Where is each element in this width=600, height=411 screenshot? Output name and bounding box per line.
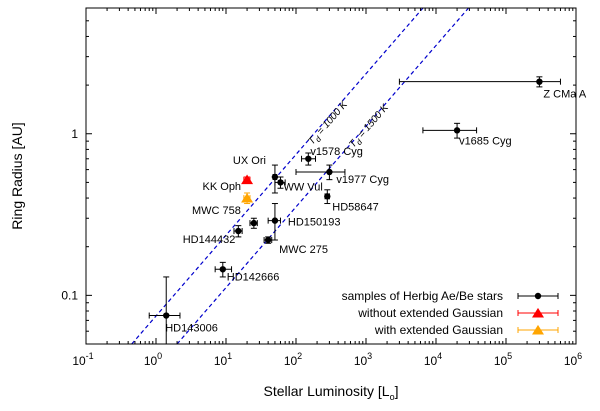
y-axis-label: Ring Radius [AU] <box>9 122 25 229</box>
point-label: v1685 Cyg <box>459 135 512 147</box>
x-tick-label: 10-1 <box>72 351 93 368</box>
x-axis-label: Stellar Luminosity [Lo] <box>264 383 399 402</box>
point-labels: Z CMa A v1685 Cyg v1578 Cyg v1977 Cyg UX Ori… <box>165 89 587 335</box>
y-tick-label: 0.1 <box>61 288 78 302</box>
x-tick-label: 103 <box>354 351 372 368</box>
data-point <box>326 168 333 176</box>
y-axis-ticks: 0.11 <box>61 7 576 345</box>
x-tick-label: 101 <box>214 351 232 368</box>
data-point <box>241 192 254 203</box>
data-point <box>264 236 272 244</box>
point-label: v1578 Cyg <box>310 146 363 158</box>
legend-marker <box>532 324 544 335</box>
point-label: Z CMa A <box>543 89 586 101</box>
data-point <box>305 155 312 162</box>
data-point <box>163 312 170 319</box>
x-tick-label: 100 <box>144 351 162 368</box>
reference-line-label: Td = 1000 K <box>306 98 352 148</box>
legend: samples of Herbig Ae/Be stars without ext… <box>342 289 559 337</box>
point-label: HD142666 <box>227 271 280 283</box>
data-point <box>536 78 543 85</box>
data-point <box>277 179 284 186</box>
data-point <box>271 217 279 224</box>
x-tick-label: 104 <box>424 351 442 368</box>
point-label: HD144432 <box>183 234 236 246</box>
x-tick-label: 105 <box>494 351 512 368</box>
data-point <box>271 173 279 181</box>
reference-line-label: Td = 1500 K <box>347 101 393 151</box>
point-label: HD143006 <box>165 323 218 335</box>
x-tick-label: 102 <box>284 351 302 368</box>
data-points <box>148 76 561 344</box>
legend-label: without extended Gaussian <box>357 306 503 320</box>
point-label: v1977 Cyg <box>336 174 389 186</box>
x-axis-ticks: 10-1 100 101 102 103 104 105 106 <box>72 8 582 368</box>
data-point <box>324 193 331 200</box>
data-point <box>235 227 242 235</box>
data-point <box>241 174 254 185</box>
legend-marker <box>532 307 544 318</box>
point-label: HD150193 <box>288 217 341 229</box>
point-label: WW Vul <box>283 181 322 193</box>
reference-line-labels: Td = 1000 KTd = 1500 K <box>306 98 393 151</box>
legend-label: with extended Gaussian <box>374 323 503 337</box>
plot-frame <box>85 7 577 345</box>
data-point <box>250 219 258 227</box>
legend-marker <box>534 292 542 300</box>
point-label: KK Oph <box>203 181 242 193</box>
point-label: HD58647 <box>332 201 378 213</box>
legend-label: samples of Herbig Ae/Be stars <box>342 289 503 303</box>
point-label: MWC 758 <box>192 205 241 217</box>
y-tick-label: 1 <box>71 127 78 141</box>
data-point <box>453 127 461 134</box>
point-label: UX Ori <box>233 155 266 167</box>
point-label: MWC 275 <box>279 244 328 256</box>
x-tick-label: 106 <box>564 351 582 368</box>
data-point <box>219 266 226 273</box>
